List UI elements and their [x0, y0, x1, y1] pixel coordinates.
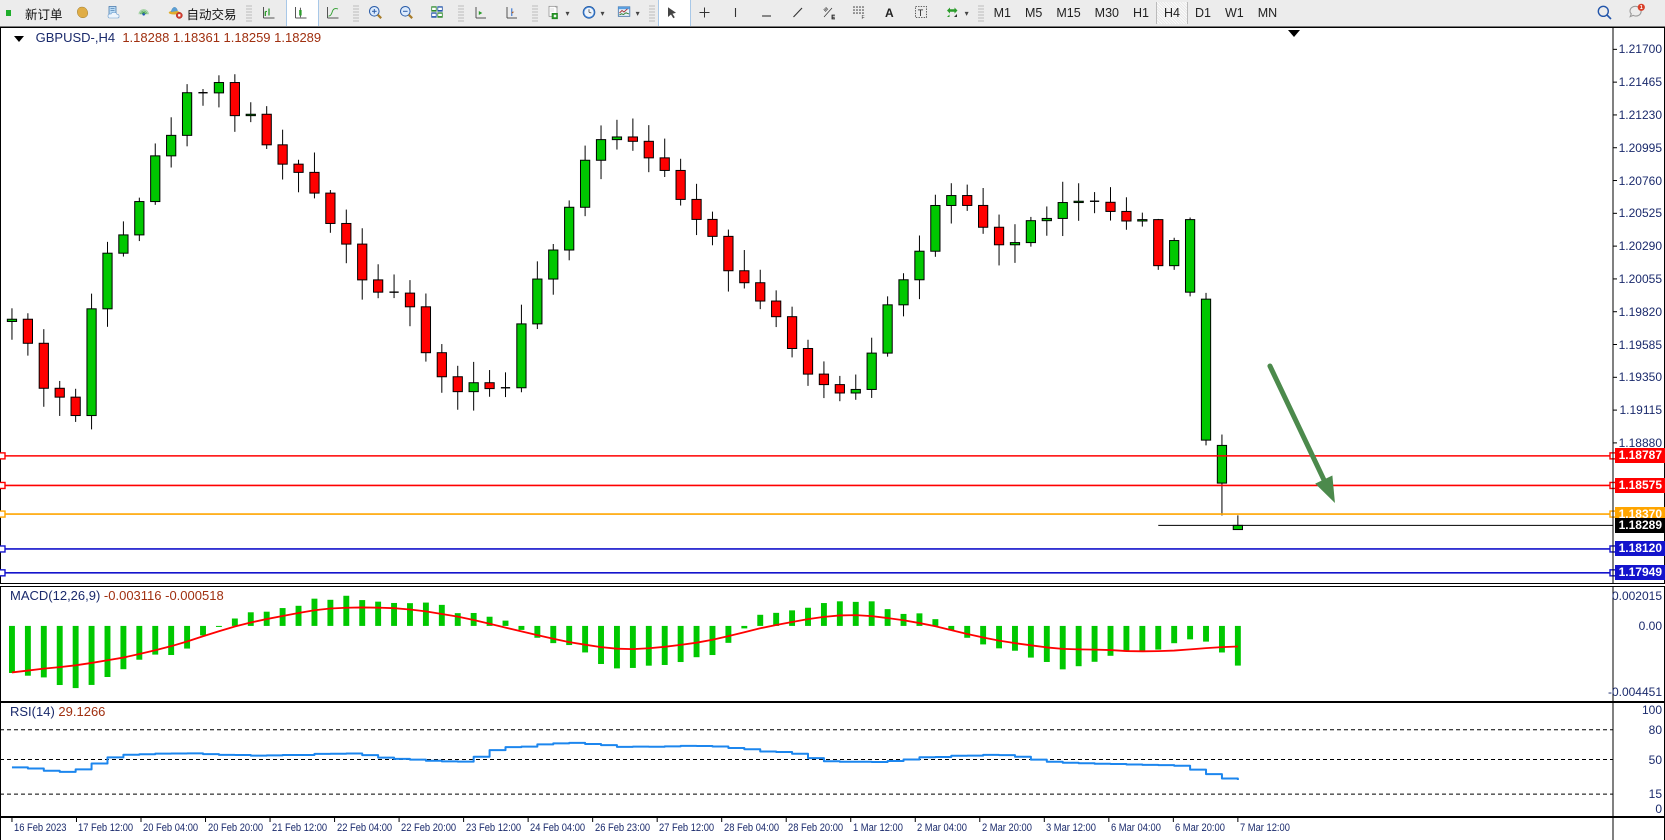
svg-text:T: T — [917, 8, 923, 18]
svg-text:A: A — [885, 6, 894, 20]
svg-text:1: 1 — [1640, 5, 1643, 11]
svg-text:E: E — [831, 15, 835, 21]
svg-text:F: F — [861, 15, 864, 21]
